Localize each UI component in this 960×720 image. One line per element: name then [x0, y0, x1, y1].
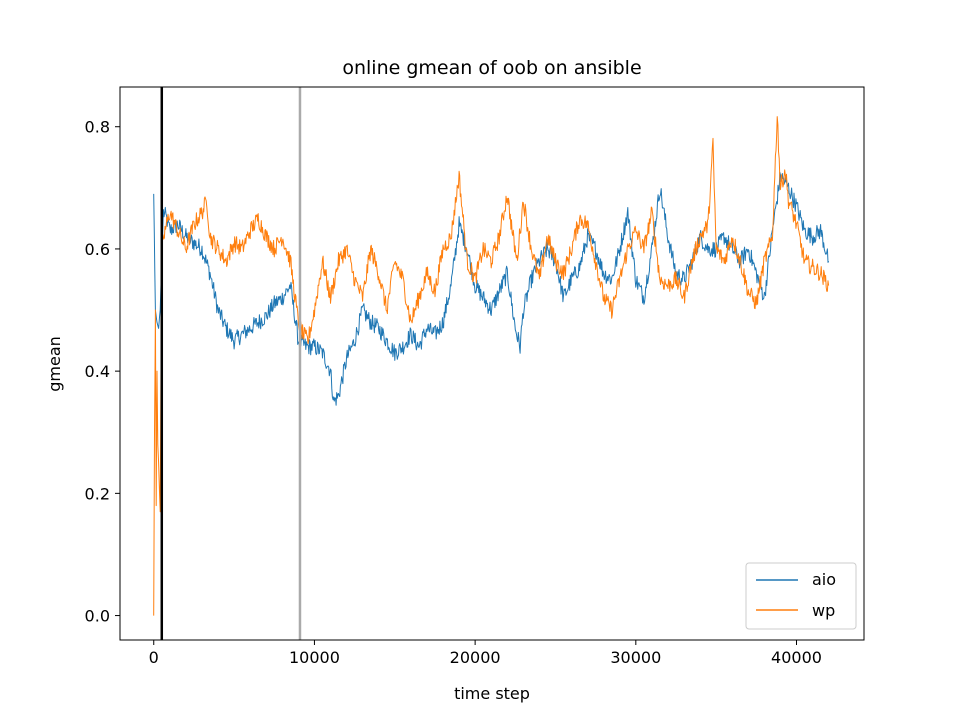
axes-frame	[119, 86, 865, 641]
legend-label-wp: wp	[812, 601, 835, 620]
y-axis-label: gmean	[45, 336, 64, 392]
legend: aio wp	[745, 562, 857, 630]
y-tick-label: 0.4	[85, 362, 110, 381]
x-axis: 0 10000 20000 30000 40000	[149, 640, 822, 667]
x-axis-label: time step	[454, 684, 530, 703]
x-tick-label: 0	[149, 648, 159, 667]
plot-area	[153, 87, 830, 640]
x-tick-label: 10000	[289, 648, 340, 667]
chart-title: online gmean of oob on ansible	[342, 57, 641, 79]
x-tick-label: 30000	[610, 648, 661, 667]
y-tick-label: 0.2	[85, 484, 110, 503]
legend-frame	[745, 562, 857, 630]
y-tick-label: 0.8	[85, 118, 110, 137]
y-tick-label: 0.0	[85, 607, 110, 626]
y-tick-label: 0.6	[85, 240, 110, 259]
x-tick-label: 40000	[771, 648, 822, 667]
y-axis: 0.0 0.2 0.4 0.6 0.8	[85, 118, 120, 626]
legend-label-aio: aio	[812, 570, 836, 589]
series-line-wp	[153, 116, 830, 616]
x-tick-label: 20000	[450, 648, 501, 667]
